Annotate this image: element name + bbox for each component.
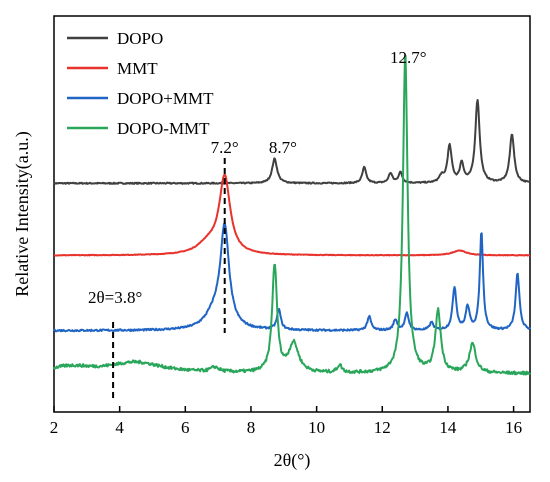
annotation-layer: 2θ=3.8° 7.2° 8.7° 12.7° bbox=[88, 48, 427, 398]
annotation-7-2: 7.2° bbox=[211, 138, 239, 157]
x-axis: 2 4 6 8 10 12 14 16 bbox=[50, 406, 522, 437]
legend-label-mmt: MMT bbox=[117, 59, 158, 78]
x-tick-label: 12 bbox=[374, 418, 391, 437]
x-tick-label: 10 bbox=[308, 418, 325, 437]
x-tick-label: 6 bbox=[181, 418, 190, 437]
x-tick-label: 8 bbox=[247, 418, 256, 437]
legend-label-dopo-mmt: DOPO-MMT bbox=[117, 119, 210, 138]
plot-frame bbox=[53, 15, 531, 413]
series-layer bbox=[53, 54, 531, 376]
legend: DOPO MMT DOPO+MMT DOPO-MMT bbox=[67, 29, 214, 138]
annotation-8-7: 8.7° bbox=[269, 138, 297, 157]
legend-label-dopo-plus-mmt: DOPO+MMT bbox=[117, 89, 214, 108]
annotation-3-8: 2θ=3.8° bbox=[88, 288, 142, 307]
series-line-mmt bbox=[53, 173, 531, 257]
legend-label-dopo: DOPO bbox=[117, 29, 163, 48]
x-axis-title: 2θ(°) bbox=[274, 450, 311, 471]
x-tick-label: 4 bbox=[115, 418, 124, 437]
x-tick-label: 16 bbox=[505, 418, 522, 437]
series-line-dopo bbox=[53, 99, 531, 185]
annotation-12-7: 12.7° bbox=[390, 48, 427, 67]
x-tick-label: 14 bbox=[439, 418, 457, 437]
series-line-dopo-mmt bbox=[53, 222, 531, 333]
x-tick-label: 2 bbox=[50, 418, 59, 437]
y-axis-title: Relative Intensity(a.u.) bbox=[12, 131, 33, 296]
series-line-dopo-mmt bbox=[53, 54, 531, 376]
